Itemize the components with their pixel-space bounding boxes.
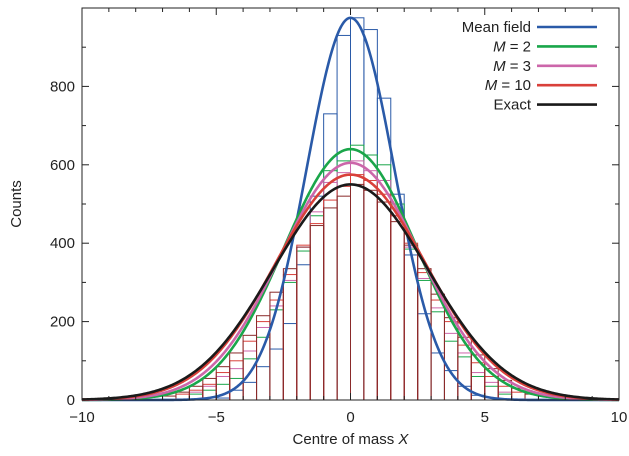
x-tick-label: 10 bbox=[611, 409, 628, 426]
y-tick-label: 800 bbox=[50, 78, 75, 95]
histogram-bar bbox=[309, 225, 325, 401]
legend-item: Mean field bbox=[462, 19, 597, 36]
histogram-bar bbox=[363, 29, 378, 401]
histogram-bar bbox=[269, 299, 284, 401]
histogram-bar bbox=[296, 250, 311, 401]
legend: Mean field M = 2 M = 3 M = 10 Exact bbox=[462, 19, 597, 114]
x-axis-label: Centre of mass X bbox=[293, 431, 410, 448]
histogram-bar bbox=[363, 179, 378, 401]
histogram-exact bbox=[162, 183, 539, 401]
curve-m-10 bbox=[81, 173, 620, 401]
histogram-bar bbox=[376, 179, 392, 401]
histogram-bar bbox=[336, 195, 352, 401]
histogram-bar bbox=[336, 172, 352, 401]
x-tick-label: 0 bbox=[346, 409, 354, 426]
x-axis-label-variable: X bbox=[397, 431, 409, 448]
legend-label: Exact bbox=[493, 97, 531, 114]
histogram-bar bbox=[390, 203, 405, 401]
histogram-bar bbox=[309, 215, 325, 401]
histogram-bar bbox=[363, 189, 378, 401]
legend-label: M = 2 bbox=[493, 38, 531, 55]
histogram-bar bbox=[323, 207, 338, 401]
histogram-bar bbox=[229, 360, 244, 401]
histogram-bar bbox=[350, 183, 365, 401]
histogram-bar bbox=[282, 268, 298, 401]
legend-label: M = 3 bbox=[493, 58, 531, 75]
legend-item: M = 2 bbox=[493, 38, 597, 55]
histogram-bar bbox=[350, 17, 365, 401]
x-tick-label: −5 bbox=[208, 409, 225, 426]
histogram-bar bbox=[457, 352, 472, 401]
histogram-bar bbox=[282, 279, 298, 401]
histogram-bar bbox=[269, 348, 284, 401]
histogram-bar bbox=[323, 181, 338, 401]
legend-label: M = 10 bbox=[485, 77, 531, 94]
histogram-bar bbox=[282, 323, 298, 401]
histogram-bar bbox=[296, 264, 311, 401]
histogram-bar bbox=[323, 170, 338, 401]
x-tick-label: −10 bbox=[69, 409, 94, 426]
histogram-bar bbox=[256, 366, 271, 401]
histogram-bar bbox=[403, 242, 419, 401]
legend-item: Exact bbox=[493, 97, 597, 114]
histogram-bar bbox=[336, 185, 352, 401]
curve-m-2 bbox=[81, 147, 620, 402]
histogram-bar bbox=[296, 246, 311, 401]
x-tick-label: 5 bbox=[481, 409, 489, 426]
histogram-bar bbox=[390, 215, 405, 401]
curve-m-3 bbox=[81, 161, 620, 402]
y-tick-label: 400 bbox=[50, 235, 75, 252]
histogram-bar bbox=[336, 34, 352, 401]
histogram-bar bbox=[376, 201, 392, 401]
histogram-bar bbox=[376, 193, 392, 401]
histogram-bar bbox=[296, 246, 311, 401]
histogram-bar bbox=[350, 174, 365, 401]
histogram-bar bbox=[390, 215, 405, 401]
histogram-bar bbox=[390, 221, 405, 401]
histogram-bar bbox=[390, 193, 405, 401]
legend-item: M = 10 bbox=[485, 77, 597, 94]
histogram-bar bbox=[229, 352, 244, 401]
histogram-bar bbox=[417, 277, 432, 401]
histogram-bar bbox=[417, 279, 432, 401]
histogram-bar bbox=[457, 356, 472, 401]
y-tick-label: 200 bbox=[50, 314, 75, 331]
histogram-bar bbox=[350, 160, 365, 401]
legend-item: M = 3 bbox=[493, 58, 597, 75]
axis-ticks bbox=[81, 8, 620, 401]
histogram-bar bbox=[296, 244, 311, 401]
histogram-bar bbox=[309, 195, 325, 401]
y-axis-label: Counts bbox=[8, 180, 25, 228]
x-axis-label-prefix: Centre of mass bbox=[293, 431, 399, 448]
histogram-bar bbox=[282, 274, 298, 401]
histogram-bar bbox=[309, 223, 325, 401]
axis-tick-labels: −10 −5 0 5 10 0 200 400 600 800 bbox=[50, 78, 627, 426]
curve-exact bbox=[81, 183, 620, 401]
histogram-bar bbox=[242, 381, 258, 401]
histogram-bar bbox=[323, 199, 338, 401]
y-tick-label: 0 bbox=[67, 392, 75, 409]
histogram-bars bbox=[162, 17, 539, 401]
histogram-bar bbox=[430, 307, 445, 401]
histogram-bar bbox=[309, 211, 325, 401]
legend-label: Mean field bbox=[462, 19, 531, 36]
histogram-bar bbox=[363, 170, 378, 401]
y-tick-label: 600 bbox=[50, 157, 75, 174]
histogram-bar bbox=[282, 281, 298, 401]
histogram-bar bbox=[336, 160, 352, 401]
